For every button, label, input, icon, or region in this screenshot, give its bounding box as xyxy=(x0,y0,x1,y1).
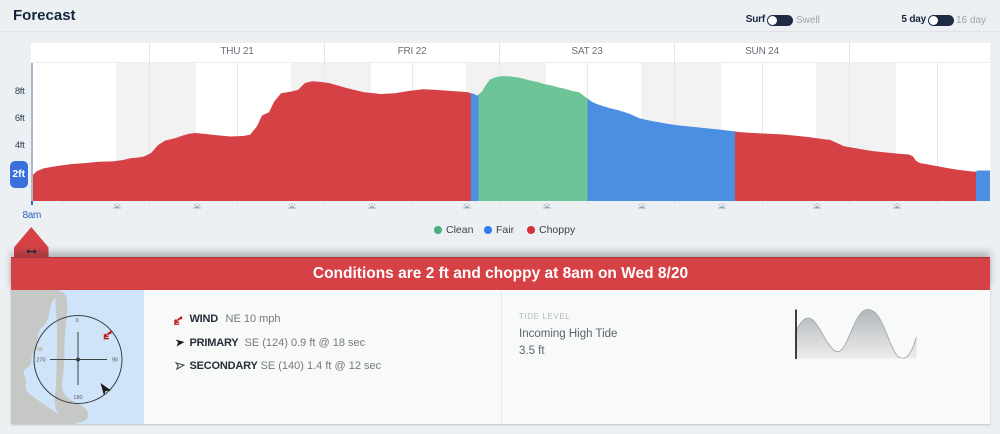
svg-text:90: 90 xyxy=(112,358,118,364)
svg-text:0: 0 xyxy=(75,318,78,324)
svg-text:270: 270 xyxy=(36,358,45,364)
svg-text:180: 180 xyxy=(73,395,82,401)
